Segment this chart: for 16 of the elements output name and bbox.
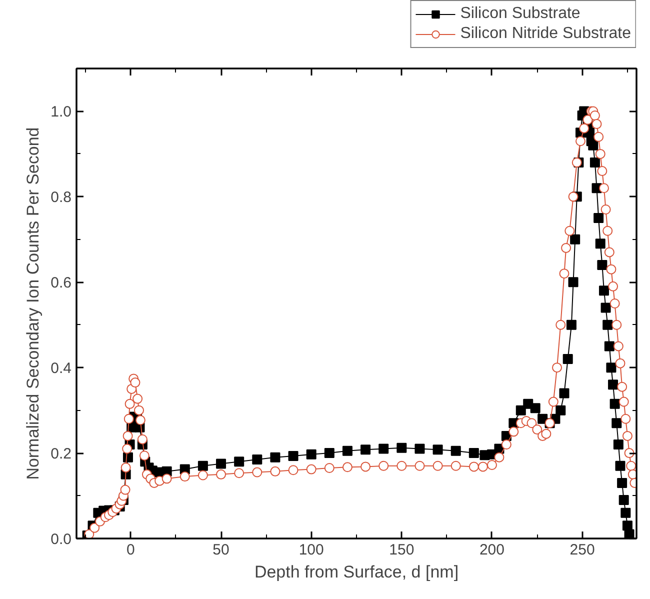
legend-label: Silicon Nitride Substrate [460, 25, 631, 43]
x-tick-label: 0 [126, 542, 135, 558]
x-tick-label: 100 [298, 542, 324, 558]
legend-label: Silicon Substrate [460, 5, 580, 23]
y-tick-label: 0.0 [50, 531, 72, 548]
y-tick-label: 0.2 [50, 446, 72, 463]
y-tick-label: 0.8 [50, 189, 72, 206]
y-axis-title: Normalized Secondary Ion Counts Per Second [24, 127, 43, 480]
y-tick-label: 0.4 [50, 360, 72, 378]
x-tick-label: 200 [479, 542, 504, 558]
x-tick-label: 50 [212, 542, 230, 558]
x-tick-label: 250 [570, 542, 595, 558]
y-tick-label: 0.6 [50, 274, 72, 292]
x-axis-title: Depth from Surface, d [nm] [254, 562, 459, 582]
y-tick-label: 1.0 [50, 104, 72, 121]
x-tick-label: 150 [389, 542, 414, 558]
